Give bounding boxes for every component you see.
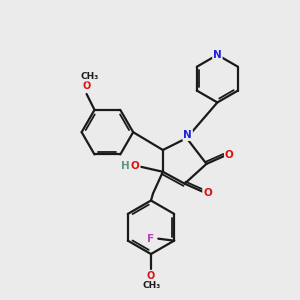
Text: N: N	[183, 130, 192, 140]
Text: O: O	[131, 161, 140, 171]
Text: O: O	[82, 81, 91, 91]
Text: N: N	[213, 50, 222, 60]
Text: CH₃: CH₃	[143, 281, 161, 290]
Text: O: O	[203, 188, 212, 198]
Text: H: H	[121, 161, 130, 171]
Text: CH₃: CH₃	[80, 72, 99, 81]
Text: F: F	[147, 234, 154, 244]
Text: O: O	[225, 150, 234, 160]
Text: O: O	[147, 271, 155, 281]
